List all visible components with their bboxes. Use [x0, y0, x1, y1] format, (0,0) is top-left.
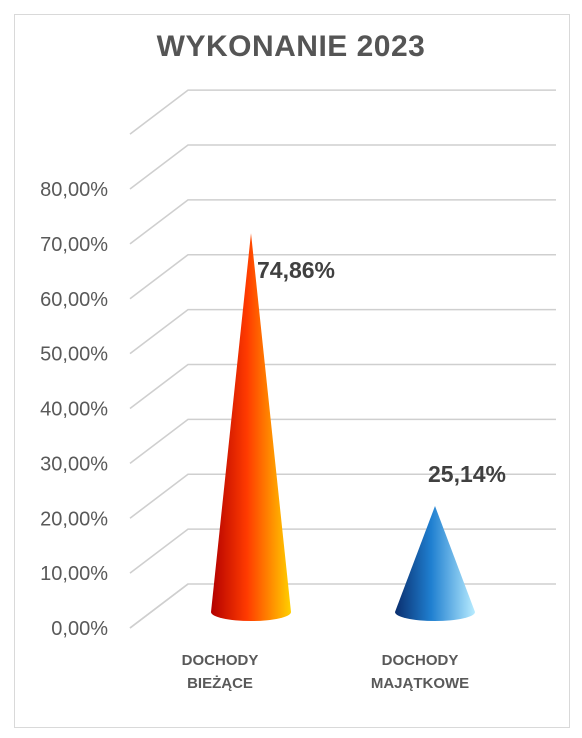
y-tick-label: 70,00%: [40, 234, 108, 256]
gridline: [129, 528, 556, 574]
data-labels: 74,86% 25,14%: [257, 257, 506, 487]
cone-bar: [395, 506, 475, 621]
y-axis-ticks: 0,00% 10,00% 20,00% 30,00% 40,00% 50,00% 60,00…: [40, 179, 108, 640]
gridline: [129, 89, 556, 135]
y-tick-label: 80,00%: [40, 179, 108, 201]
cones: [211, 233, 475, 621]
gridline: [129, 473, 556, 519]
y-tick-label: 20,00%: [40, 508, 108, 530]
gridline: [129, 253, 556, 300]
gridline: [129, 363, 556, 410]
gridline: [129, 308, 556, 355]
gridline: [129, 144, 556, 190]
chart-title: WYKONANIE 2023: [156, 30, 426, 63]
y-tick-label: 50,00%: [40, 344, 108, 366]
category-label: BIEŻĄCE: [187, 675, 253, 692]
chart-frame: [14, 14, 570, 728]
gridline: [129, 199, 556, 245]
cone-bar: [211, 233, 291, 621]
axis-floor-line: [129, 583, 189, 629]
y-tick-label: 30,00%: [40, 453, 108, 475]
category-label: MAJĄTKOWE: [371, 675, 469, 692]
y-tick-label: 10,00%: [40, 563, 108, 585]
y-tick-label: 60,00%: [40, 289, 108, 311]
gridlines: [129, 89, 556, 629]
data-label: 74,86%: [257, 257, 335, 283]
gridline: [129, 418, 556, 465]
data-label: 25,14%: [428, 461, 506, 487]
category-label: DOCHODY: [182, 652, 259, 669]
category-label: DOCHODY: [382, 652, 459, 669]
x-axis-categories: DOCHODY BIEŻĄCE DOCHODY MAJĄTKOWE: [182, 652, 470, 692]
gridline: [129, 583, 556, 629]
y-tick-label: 0,00%: [51, 618, 108, 640]
y-tick-label: 40,00%: [40, 399, 108, 421]
